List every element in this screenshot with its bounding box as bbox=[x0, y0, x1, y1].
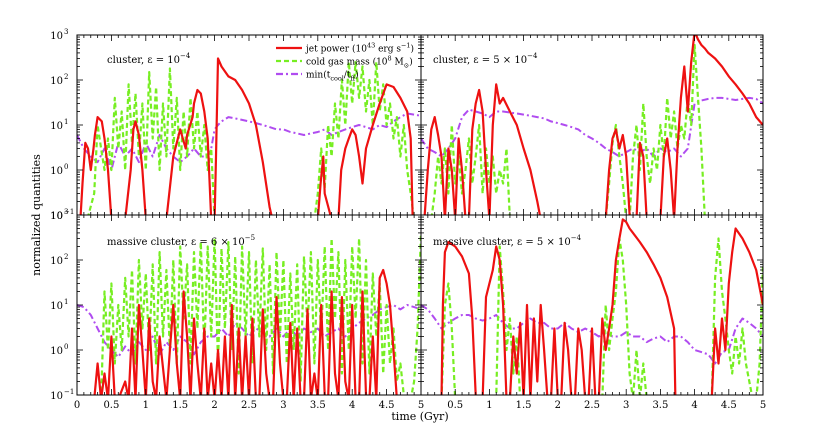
x-tick-label: 0 bbox=[74, 400, 80, 411]
x-tick-label: 1.5 bbox=[172, 400, 188, 411]
series-group bbox=[421, 218, 763, 395]
panel-3: massive cluster, ε = 6 × 10−5 bbox=[76, 214, 422, 396]
y-axis-label: normalized quantities bbox=[30, 154, 43, 276]
y-tick-exponent: 1 bbox=[64, 118, 68, 126]
x-tick-label: 0.5 bbox=[103, 400, 119, 411]
series-group bbox=[421, 35, 763, 215]
y-tick-label: 10 bbox=[50, 166, 63, 177]
y-tick-exponent: −1 bbox=[64, 388, 74, 396]
x-tick-label: 2.5 bbox=[584, 400, 600, 411]
x-tick-label: 4.5 bbox=[721, 400, 737, 411]
x-tick-label: 1 bbox=[143, 400, 149, 411]
x-tick-label: 4 bbox=[691, 400, 697, 411]
series-group bbox=[77, 232, 421, 395]
y-tick-label: 10 bbox=[50, 391, 63, 402]
x-tick-label: 0.5 bbox=[447, 400, 463, 411]
legend-entry: cold gas mass (108 M⊙) bbox=[306, 55, 413, 70]
y-tick-exponent: 2 bbox=[64, 73, 68, 81]
x-tick-label: 2 bbox=[211, 400, 217, 411]
x-tick-label: 3 bbox=[280, 400, 286, 411]
x-tick-label: 3.5 bbox=[652, 400, 668, 411]
series-line-jet-power bbox=[79, 57, 414, 215]
panel-4: massive cluster, ε = 5 × 10−4 bbox=[420, 214, 764, 396]
y-tick-label: 10 bbox=[50, 31, 63, 42]
series-group bbox=[77, 57, 421, 215]
series-line-jet-power bbox=[93, 268, 398, 395]
y-tick-label: 10 bbox=[50, 256, 63, 267]
x-tick-label: 2.5 bbox=[241, 400, 257, 411]
x-axis-label: time (Gyr) bbox=[391, 410, 448, 423]
y-tick-exponent: 0 bbox=[64, 343, 68, 351]
x-tick-label: 1 bbox=[486, 400, 492, 411]
legend: jet power (1043 erg s−1)cold gas mass (1… bbox=[276, 42, 414, 83]
y-tick-exponent: 0 bbox=[64, 163, 68, 171]
panel-label: cluster, ε = 10−4 bbox=[107, 52, 191, 66]
y-tick-label: 10 bbox=[50, 76, 63, 87]
y-tick-label: 10 bbox=[50, 211, 63, 222]
y-tick-exponent: −1 bbox=[64, 208, 74, 216]
series-line-min-tcool-tff- bbox=[77, 112, 421, 171]
y-tick-exponent: 3 bbox=[64, 28, 68, 36]
x-tick-label: 4.5 bbox=[379, 400, 395, 411]
x-tick-label: 2 bbox=[555, 400, 561, 411]
x-tick-label: 3 bbox=[623, 400, 629, 411]
panel-label: massive cluster, ε = 5 × 10−4 bbox=[433, 234, 582, 248]
x-tick-label: 4 bbox=[349, 400, 355, 411]
legend-entry: jet power (1043 erg s−1) bbox=[305, 42, 414, 55]
panel-label: cluster, ε = 5 × 10−4 bbox=[433, 52, 538, 66]
x-tick-label: 5 bbox=[760, 400, 766, 411]
y-tick-label: 10 bbox=[50, 301, 63, 312]
x-tick-label: 3.5 bbox=[310, 400, 326, 411]
series-line-jet-power bbox=[440, 218, 763, 395]
series-line-min-tcool-tff- bbox=[421, 304, 763, 365]
y-tick-exponent: 2 bbox=[64, 253, 68, 261]
series-line-cold-gas-mass bbox=[100, 232, 421, 395]
y-tick-label: 10 bbox=[50, 346, 63, 357]
panel-2: cluster, ε = 5 × 10−4 bbox=[420, 34, 764, 216]
panel-label: massive cluster, ε = 6 × 10−5 bbox=[107, 234, 255, 248]
series-line-jet-power bbox=[423, 35, 763, 215]
legend-entry: min(tcool/tff) bbox=[306, 70, 359, 83]
y-tick-exponent: 1 bbox=[64, 298, 68, 306]
x-tick-label: 1.5 bbox=[516, 400, 532, 411]
series-line-cold-gas-mass bbox=[87, 60, 415, 215]
x-tick-label: 5 bbox=[418, 400, 424, 411]
y-tick-exponent: 3 bbox=[64, 208, 68, 216]
series-line-min-tcool-tff- bbox=[421, 96, 763, 158]
y-tick-label: 10 bbox=[50, 121, 63, 132]
y-tick-label: 10 bbox=[50, 211, 63, 222]
